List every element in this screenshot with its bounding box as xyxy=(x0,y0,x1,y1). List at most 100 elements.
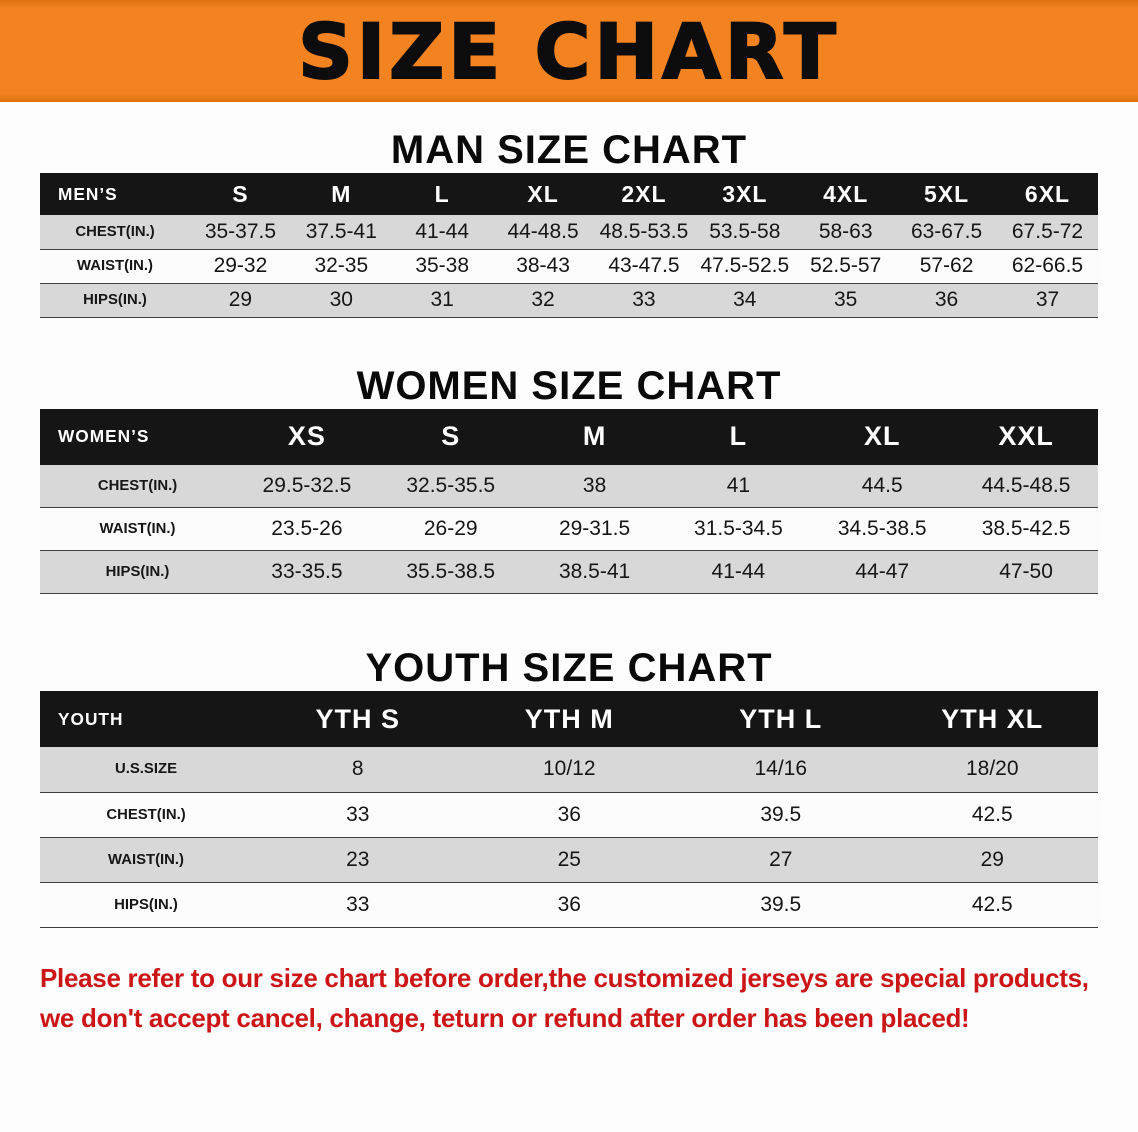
table-header-row: MEN’S S M L XL 2XL 3XL 4XL 5XL 6XL xyxy=(40,173,1098,215)
measurement-row: HIPS(IN.) 33-35.5 35.5-38.5 38.5-41 41-44 44-… xyxy=(40,550,1098,594)
value-cell: 37.5-41 xyxy=(290,215,392,250)
value-cell: 62-66.5 xyxy=(997,249,1098,284)
value-cell: 36 xyxy=(463,882,675,928)
size-column-header: M xyxy=(290,173,392,215)
value-cell: 38-43 xyxy=(492,249,594,284)
table-title-cell: WOMEN’S xyxy=(40,408,235,465)
measurement-row: CHEST(IN.) 33 36 39.5 42.5 xyxy=(40,792,1098,838)
size-column-header: L xyxy=(391,173,493,215)
mens-size-table: MEN’S S M L XL 2XL 3XL 4XL 5XL 6XL CHEST(IN.) 35-37… xyxy=(40,173,1098,318)
size-column-header: S xyxy=(378,408,523,465)
section-youth: YOUTH SIZE CHART YOUTH YTH S YTH M YTH L YTH… xyxy=(0,646,1138,928)
value-cell: 26-29 xyxy=(378,507,523,551)
measurement-row: HIPS(IN.) 29 30 31 32 33 34 35 36 37 xyxy=(40,283,1098,318)
size-column-header: XL xyxy=(492,173,594,215)
value-cell: 38 xyxy=(522,464,667,508)
value-cell: 47-50 xyxy=(954,550,1098,594)
size-column-header: S xyxy=(190,173,291,215)
value-cell: 44-47 xyxy=(810,550,955,594)
banner: SIZE CHART xyxy=(0,0,1138,102)
note-line-2: we don't accept cancel, change, teturn o… xyxy=(40,1002,970,1033)
size-column-header: L xyxy=(666,408,811,465)
value-cell: 36 xyxy=(896,283,997,318)
value-cell: 42.5 xyxy=(886,882,1098,928)
value-cell: 57-62 xyxy=(896,249,997,284)
size-column-header: YTH M xyxy=(463,691,675,747)
row-label-cell: CHEST(IN.) xyxy=(40,792,252,838)
value-cell: 63-67.5 xyxy=(896,215,997,250)
men-section-heading: MAN SIZE CHART xyxy=(390,128,748,172)
row-label-cell: CHEST(IN.) xyxy=(40,464,235,508)
value-cell: 44.5 xyxy=(810,464,955,508)
row-label-cell: WAIST(IN.) xyxy=(40,837,252,883)
value-cell: 33 xyxy=(593,283,695,318)
value-cell: 36 xyxy=(463,792,675,838)
value-cell: 31.5-34.5 xyxy=(666,507,811,551)
value-cell: 33 xyxy=(252,882,464,928)
table-title-cell: MEN’S xyxy=(40,173,190,215)
row-label-cell: HIPS(IN.) xyxy=(40,550,235,594)
size-column-header: 5XL xyxy=(896,173,997,215)
row-label-cell: CHEST(IN.) xyxy=(40,215,190,250)
footer-note: Please refer to our size chart before or… xyxy=(40,958,1138,1039)
value-cell: 53.5-58 xyxy=(694,215,796,250)
size-column-header: 2XL xyxy=(593,173,695,215)
size-column-header: XL xyxy=(810,408,955,465)
value-cell: 29 xyxy=(886,837,1098,883)
value-cell: 8 xyxy=(252,747,464,793)
value-cell: 32.5-35.5 xyxy=(378,464,523,508)
youth-size-table: YOUTH YTH S YTH M YTH L YTH XL U.S.SIZE 8 10/12… xyxy=(40,691,1098,928)
value-cell: 29-31.5 xyxy=(522,507,667,551)
table-header-row: WOMEN’S XS S M L XL XXL xyxy=(40,408,1098,465)
value-cell: 47.5-52.5 xyxy=(694,249,796,284)
value-cell: 30 xyxy=(290,283,392,318)
row-label-cell: WAIST(IN.) xyxy=(40,507,235,551)
value-cell: 41-44 xyxy=(391,215,493,250)
value-cell: 44.5-48.5 xyxy=(954,464,1098,508)
size-column-header: YTH S xyxy=(252,691,464,747)
table-header-row: YOUTH YTH S YTH M YTH L YTH XL xyxy=(40,691,1098,747)
value-cell: 29 xyxy=(190,283,291,318)
value-cell: 33 xyxy=(252,792,464,838)
value-cell: 23.5-26 xyxy=(235,507,379,551)
womens-size-table: WOMEN’S XS S M L XL XXL CHEST(IN.) 29.5-32.5 32.5… xyxy=(40,408,1098,594)
size-column-header: XXL xyxy=(954,408,1098,465)
value-cell: 38.5-42.5 xyxy=(954,507,1098,551)
section-women: WOMEN SIZE CHART WOMEN’S XS S M L XL XXL CHEST(… xyxy=(0,363,1138,594)
value-cell: 29.5-32.5 xyxy=(235,464,379,508)
value-cell: 34 xyxy=(694,283,796,318)
women-section-heading: WOMEN SIZE CHART xyxy=(356,363,782,408)
size-column-header: 6XL xyxy=(997,173,1098,215)
size-column-header: YTH XL xyxy=(886,691,1098,747)
value-cell: 29-32 xyxy=(190,249,291,284)
value-cell: 35-38 xyxy=(391,249,493,284)
measurement-row: WAIST(IN.) 23 25 27 29 xyxy=(40,837,1098,883)
value-cell: 58-63 xyxy=(795,215,897,250)
value-cell: 35-37.5 xyxy=(190,215,291,250)
section-men: MAN SIZE CHART MEN’S S M L XL 2XL 3XL 4XL 5XL 6XL… xyxy=(0,128,1138,318)
measurement-row: CHEST(IN.) 35-37.5 37.5-41 41-44 44-48.5 48.5… xyxy=(40,215,1098,250)
size-chart-page: SIZE CHART MAN SIZE CHART MEN’S S M L XL 2XL 3… xyxy=(0,0,1138,1039)
table-title-cell: YOUTH xyxy=(40,691,252,747)
value-cell: 27 xyxy=(675,837,887,883)
value-cell: 41 xyxy=(666,464,811,508)
value-cell: 41-44 xyxy=(666,550,811,594)
measurement-row: CHEST(IN.) 29.5-32.5 32.5-35.5 38 41 44.5 44.5… xyxy=(40,464,1098,508)
size-column-header: M xyxy=(522,408,667,465)
value-cell: 44-48.5 xyxy=(492,215,594,250)
row-label-cell: WAIST(IN.) xyxy=(40,249,190,284)
value-cell: 37 xyxy=(997,283,1098,318)
value-cell: 52.5-57 xyxy=(795,249,897,284)
value-cell: 67.5-72 xyxy=(997,215,1098,250)
value-cell: 39.5 xyxy=(675,792,887,838)
value-cell: 35.5-38.5 xyxy=(378,550,523,594)
youth-section-heading: YOUTH SIZE CHART xyxy=(365,646,773,690)
value-cell: 32-35 xyxy=(290,249,392,284)
row-label-cell: HIPS(IN.) xyxy=(40,882,252,928)
value-cell: 31 xyxy=(391,283,493,318)
value-cell: 18/20 xyxy=(886,747,1098,793)
measurement-row: HIPS(IN.) 33 36 39.5 42.5 xyxy=(40,882,1098,928)
note-line-1: Please refer to our size chart before or… xyxy=(40,962,1089,993)
measurement-row: WAIST(IN.) 29-32 32-35 35-38 38-43 43-47.5 47.… xyxy=(40,249,1098,284)
page-title: SIZE CHART xyxy=(297,6,840,97)
